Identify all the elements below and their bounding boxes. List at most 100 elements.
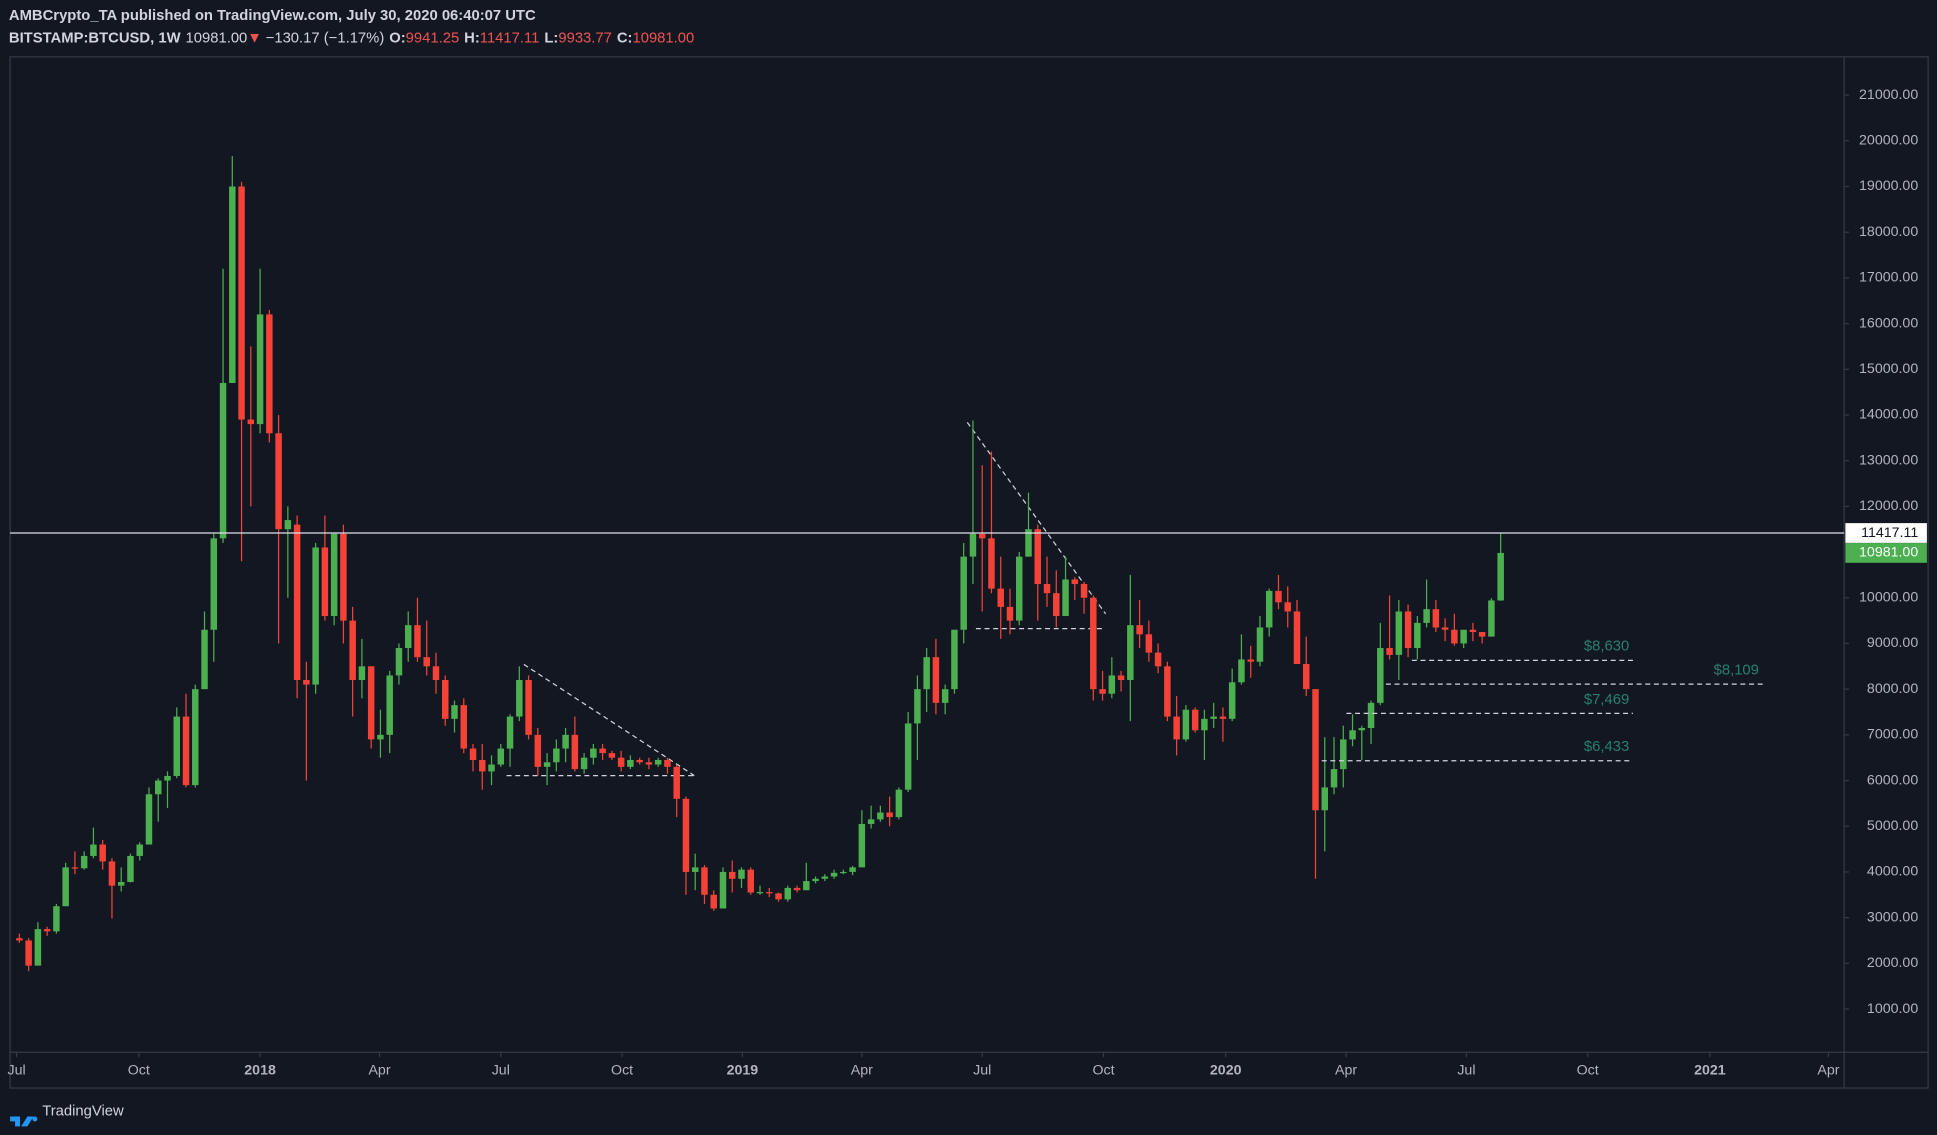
candle-body xyxy=(1090,597,1097,690)
candle-body xyxy=(386,675,393,735)
candle-body xyxy=(312,547,319,685)
candle-body xyxy=(1460,629,1467,644)
y-tick-label: 18000.00 xyxy=(1859,224,1918,240)
candle-body xyxy=(941,689,949,703)
candle-body xyxy=(25,940,32,966)
candle-body xyxy=(1386,648,1393,655)
candle-body xyxy=(858,823,866,868)
candle-body xyxy=(284,520,292,530)
candle-body xyxy=(1219,716,1227,719)
candle-body xyxy=(1349,730,1356,740)
x-tick-label: Apr xyxy=(1817,1063,1839,1079)
y-tick-label: 1000.00 xyxy=(1867,1001,1918,1017)
candle-body xyxy=(701,867,708,895)
y-tick-label: 6000.00 xyxy=(1867,772,1918,788)
candle-body xyxy=(562,734,569,749)
x-tick-label: 2021 xyxy=(1694,1063,1726,1079)
candle-body xyxy=(849,867,856,872)
ohlc-value: 9933.77 xyxy=(558,30,612,46)
candle-body xyxy=(127,855,134,882)
last-price-label: 10981.00 xyxy=(1859,545,1918,561)
candle-body xyxy=(821,876,829,879)
candle-body xyxy=(117,881,125,886)
candle-body xyxy=(664,759,671,767)
candle-body xyxy=(506,716,514,749)
y-tick-label: 7000.00 xyxy=(1867,727,1918,743)
candle-body xyxy=(1154,652,1162,667)
candle-body xyxy=(349,620,356,681)
candle-body xyxy=(1025,529,1032,557)
candle-body xyxy=(1293,611,1301,665)
candle-body xyxy=(951,629,958,690)
x-tick-label: Oct xyxy=(1577,1063,1599,1079)
candle-body xyxy=(1062,579,1069,617)
x-tick-label: 2018 xyxy=(244,1063,276,1079)
candle-body xyxy=(1478,632,1486,637)
high-label-box xyxy=(1845,523,1927,543)
candle-body xyxy=(886,812,893,818)
x-tick-label: Jul xyxy=(8,1063,26,1079)
ohlc-label: H: xyxy=(464,30,480,46)
candle-body xyxy=(1367,702,1375,728)
candle-body xyxy=(673,766,680,799)
level-label: $8,630 xyxy=(1584,639,1629,655)
candle-body xyxy=(719,871,727,909)
y-tick-label: 16000.00 xyxy=(1859,315,1918,331)
level-label: $7,469 xyxy=(1584,692,1629,708)
candle-body xyxy=(210,538,218,630)
candle-body xyxy=(1303,664,1310,690)
candle-body xyxy=(803,881,810,891)
x-tick-label: Jul xyxy=(1457,1063,1475,1079)
x-tick-label: Apr xyxy=(368,1063,390,1079)
candle-body xyxy=(1201,718,1208,731)
candle-body xyxy=(173,716,180,776)
candle-body xyxy=(1053,593,1060,617)
candle-body xyxy=(904,723,912,790)
y-tick-label: 2000.00 xyxy=(1867,955,1918,971)
candle-body xyxy=(1099,689,1106,694)
x-tick-label: Jul xyxy=(973,1063,991,1079)
axes: 1000.00 2000.00 3000.00 4000.00 5000.00 6000.… xyxy=(8,87,1919,1079)
last-price-box xyxy=(1845,543,1927,563)
candle-body xyxy=(627,759,634,767)
y-tick-label: 5000.00 xyxy=(1867,818,1918,834)
candle-body xyxy=(219,382,227,539)
candle-body xyxy=(192,689,199,786)
candle-body xyxy=(1321,787,1329,811)
candle-body xyxy=(691,867,699,872)
candle-body xyxy=(229,186,236,383)
candle-body xyxy=(1145,634,1153,653)
y-tick-label: 8000.00 xyxy=(1867,681,1918,697)
candle-body xyxy=(247,419,255,425)
candle-body xyxy=(1164,666,1171,717)
candle-body xyxy=(293,524,301,681)
candle-body xyxy=(1210,716,1217,719)
candle-body xyxy=(53,906,60,932)
y-tick-label: 20000.00 xyxy=(1859,133,1918,149)
candle-body xyxy=(969,533,977,557)
candle-body xyxy=(988,538,995,589)
x-tick-label: Oct xyxy=(611,1063,633,1079)
x-tick-label: Apr xyxy=(1335,1063,1357,1079)
candle-body xyxy=(488,764,495,772)
candle-body xyxy=(1127,625,1134,681)
candle-body xyxy=(960,556,967,630)
candle-body xyxy=(404,625,412,649)
candle-body xyxy=(590,748,597,758)
candle-body xyxy=(1071,579,1079,585)
x-tick-label: 2020 xyxy=(1210,1063,1242,1079)
y-tick-label: 19000.00 xyxy=(1859,178,1918,194)
candle-body xyxy=(525,680,532,735)
candle-body xyxy=(1016,556,1023,621)
candle-body xyxy=(877,812,884,820)
candle-body xyxy=(423,657,430,667)
candle-body xyxy=(756,892,764,894)
candle-body xyxy=(442,680,449,719)
candle-body xyxy=(914,689,921,724)
candle-body xyxy=(303,680,310,685)
candle-body xyxy=(1497,552,1504,601)
level-label: $6,433 xyxy=(1584,739,1629,755)
candle-body xyxy=(1488,600,1495,637)
